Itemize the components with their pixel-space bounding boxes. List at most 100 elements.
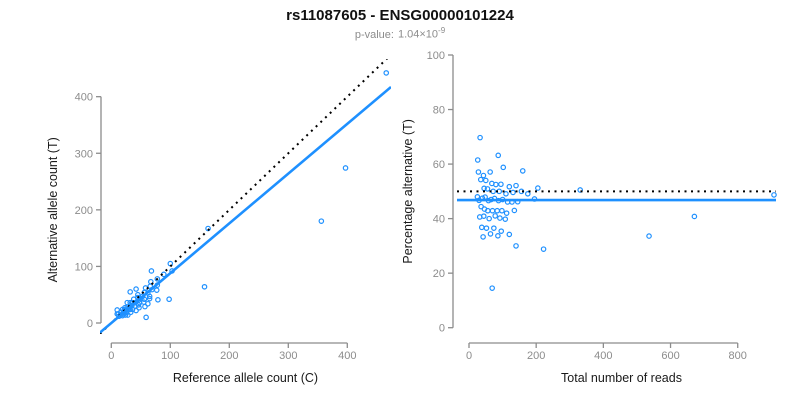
data-point xyxy=(487,231,494,237)
data-point xyxy=(524,191,531,197)
data-point xyxy=(201,283,208,290)
data-point xyxy=(495,152,502,159)
data-point xyxy=(143,314,149,321)
data-point xyxy=(148,268,155,274)
data-point xyxy=(135,302,142,308)
y-tick-label: 40 xyxy=(433,214,445,226)
data-point xyxy=(510,189,516,196)
data-point xyxy=(166,296,172,303)
data-point xyxy=(133,286,139,292)
data-point xyxy=(477,134,483,141)
data-point xyxy=(155,297,161,303)
y-tick-label: 400 xyxy=(75,92,93,104)
data-point xyxy=(487,169,493,175)
data-point xyxy=(383,70,390,76)
data-point xyxy=(502,216,509,222)
data-point xyxy=(489,207,496,214)
y-axis-title: Alternative allele count (T) xyxy=(46,137,60,282)
x-tick-label: 0 xyxy=(108,350,114,362)
data-point xyxy=(511,207,518,214)
data-point xyxy=(475,169,482,175)
data-point xyxy=(646,233,652,239)
data-point xyxy=(127,309,134,316)
x-axis-title: Reference allele count (C) xyxy=(173,371,318,385)
data-point xyxy=(535,185,541,191)
data-point xyxy=(146,293,153,300)
figure-title: rs11087605 - ENSG00000101224 xyxy=(286,7,514,24)
data-point xyxy=(490,188,496,195)
left-plot: 0 100 200 300 400 0 100 200 300 400 Reference alle… xyxy=(46,59,391,385)
y-tick-label: 20 xyxy=(433,268,445,280)
x-tick-label: 200 xyxy=(220,350,238,362)
data-point xyxy=(145,300,151,307)
data-point xyxy=(125,312,131,318)
data-point xyxy=(480,234,486,240)
p-value-subtitle: p-value: 1.04×10-9 xyxy=(0,26,800,41)
data-point xyxy=(506,231,513,238)
x-tick-label: 0 xyxy=(466,350,472,362)
data-point xyxy=(205,225,211,232)
data-point xyxy=(503,191,509,197)
data-point xyxy=(146,295,153,302)
x-tick-label: 300 xyxy=(279,350,297,362)
data-point xyxy=(494,207,501,214)
data-point xyxy=(497,215,503,221)
data-point xyxy=(771,192,777,198)
right-plot: 0 20 40 60 80 100 0 200 400 600 800 Total number of… xyxy=(401,50,777,385)
data-point xyxy=(498,228,505,234)
p-value-exponent: -9 xyxy=(438,26,446,35)
data-point xyxy=(495,233,501,239)
data-point xyxy=(506,183,513,190)
data-point xyxy=(142,303,148,310)
y-tick-label: 200 xyxy=(75,205,93,217)
y-tick-label: 0 xyxy=(439,323,445,335)
data-point xyxy=(489,285,495,291)
x-tick-label: 400 xyxy=(594,350,612,362)
y-axis-title: Percentage alternative (T) xyxy=(401,119,415,264)
y-tick-label: 100 xyxy=(75,261,93,273)
data-point xyxy=(480,172,487,179)
data-point xyxy=(503,210,510,216)
data-point xyxy=(318,218,325,224)
x-tick-label: 400 xyxy=(338,350,356,362)
data-point xyxy=(486,215,492,222)
identity-line xyxy=(100,59,389,334)
data-point xyxy=(480,213,487,219)
fit-line xyxy=(100,85,391,334)
data-point xyxy=(141,296,148,303)
data-point xyxy=(477,176,484,183)
data-point xyxy=(153,287,160,293)
data-point xyxy=(513,243,519,249)
x-tick-label: 100 xyxy=(161,350,179,362)
y-tick-label: 300 xyxy=(75,148,93,160)
x-tick-label: 200 xyxy=(527,350,545,362)
data-point xyxy=(484,186,491,192)
p-value-label: p-value: xyxy=(354,28,394,41)
data-point xyxy=(492,213,499,219)
data-point xyxy=(478,224,485,231)
data-point xyxy=(500,164,507,171)
data-point xyxy=(519,168,526,174)
y-tick-label: 60 xyxy=(433,159,445,171)
data-point xyxy=(342,165,349,171)
data-point xyxy=(491,225,497,231)
x-axis-title: Total number of reads xyxy=(561,371,682,385)
data-point xyxy=(127,289,133,295)
data-point xyxy=(691,213,698,220)
data-point xyxy=(474,157,481,163)
data-point xyxy=(136,304,142,311)
data-point xyxy=(498,181,504,188)
data-point xyxy=(540,246,547,252)
x-tick-label: 800 xyxy=(729,350,747,362)
data-point xyxy=(499,207,505,214)
data-point xyxy=(513,182,519,189)
data-point xyxy=(577,187,583,193)
data-point xyxy=(482,177,489,184)
y-tick-label: 100 xyxy=(427,50,445,62)
p-value-base: 1.04×10 xyxy=(397,28,439,41)
x-tick-label: 600 xyxy=(661,350,679,362)
data-point xyxy=(133,307,139,314)
data-point xyxy=(483,225,490,231)
